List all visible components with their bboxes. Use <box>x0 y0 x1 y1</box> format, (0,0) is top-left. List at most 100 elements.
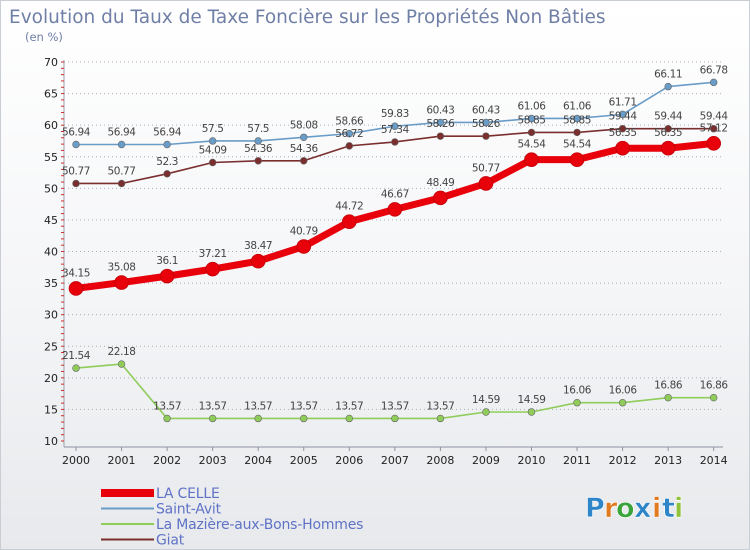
data-label: 21.54 <box>62 350 91 362</box>
data-point <box>618 399 627 407</box>
data-point <box>436 414 445 423</box>
data-point <box>569 152 585 167</box>
data-point <box>482 408 490 416</box>
y-tick-label: 35 <box>44 277 58 290</box>
legend-label: LA CELLE <box>156 486 220 502</box>
data-label: 61.06 <box>517 100 546 112</box>
data-label: 46.67 <box>381 188 409 200</box>
data-point <box>436 132 445 140</box>
data-point <box>345 129 353 138</box>
data-point <box>208 158 217 167</box>
data-point <box>387 202 403 217</box>
data-label: 13.57 <box>335 400 363 412</box>
data-label: 60.43 <box>426 104 454 116</box>
data-point <box>72 179 80 188</box>
data-point <box>117 179 126 188</box>
legend-label: La Mazière-aux-Bons-Hommes <box>156 517 363 533</box>
data-label: 60.43 <box>472 104 500 116</box>
x-tick-label: 2001 <box>108 454 136 467</box>
data-label: 57.5 <box>247 123 269 135</box>
data-label: 59.44 <box>609 111 638 123</box>
data-point <box>117 140 126 149</box>
data-point <box>68 281 84 296</box>
data-label: 52.3 <box>156 156 178 168</box>
data-label: 14.59 <box>472 394 500 406</box>
data-point <box>163 414 171 423</box>
data-label: 14.59 <box>517 394 545 406</box>
data-label: 36.1 <box>156 255 178 267</box>
data-label: 58.26 <box>426 118 455 130</box>
data-label: 61.06 <box>563 100 592 112</box>
x-tick-label: 2011 <box>563 454 591 467</box>
data-point <box>300 133 308 141</box>
data-point <box>159 268 175 284</box>
data-point <box>345 414 353 423</box>
y-tick-label: 20 <box>44 372 58 385</box>
data-point <box>114 275 129 290</box>
logo-letter: r <box>604 493 618 524</box>
y-tick-label: 40 <box>44 246 58 259</box>
data-label: 40.79 <box>290 226 318 238</box>
data-label: 13.57 <box>426 400 454 412</box>
data-point <box>527 128 536 137</box>
data-point <box>660 140 676 156</box>
y-tick-label: 60 <box>44 119 58 132</box>
x-tick-label: 2005 <box>290 454 318 467</box>
axes: 10 15 20 25 30 35 40 45 50 55 60 65 70 2000 2001 2002 20… <box>44 56 728 467</box>
data-point <box>391 138 399 146</box>
data-point <box>296 239 312 254</box>
x-tick-label: 2004 <box>244 454 272 467</box>
data-point <box>482 132 490 140</box>
data-label: 56.94 <box>153 126 182 138</box>
data-point <box>345 142 353 150</box>
data-label: 16.86 <box>700 380 729 392</box>
data-label: 50.77 <box>108 165 136 177</box>
data-point <box>117 360 126 368</box>
data-label: 56.35 <box>609 127 637 139</box>
data-label: 54.09 <box>199 144 227 156</box>
data-point <box>163 140 171 149</box>
data-label: 16.06 <box>563 385 592 397</box>
data-label: 56.72 <box>335 128 363 140</box>
data-point <box>250 253 266 269</box>
data-label: 13.57 <box>290 400 318 412</box>
data-label: 66.78 <box>700 64 728 76</box>
data-point <box>391 122 399 130</box>
y-axis-unit-label: (en %) <box>25 30 63 44</box>
data-label: 54.54 <box>563 139 592 151</box>
data-label: 57.12 <box>700 122 728 134</box>
data-label: 59.44 <box>654 111 683 123</box>
legend-label: Giat <box>156 533 185 549</box>
data-label: 59.83 <box>381 108 409 120</box>
data-point <box>482 118 490 127</box>
logo-letter: x <box>634 493 651 524</box>
data-point <box>709 125 718 133</box>
data-label: 48.49 <box>426 177 454 189</box>
data-point <box>254 414 262 423</box>
logo-letter: t <box>662 493 675 524</box>
data-label: 16.86 <box>654 380 683 392</box>
x-tick-label: 2003 <box>199 454 227 467</box>
data-point <box>527 114 536 123</box>
y-tick-label: 55 <box>44 151 58 164</box>
data-label: 13.57 <box>244 400 272 412</box>
data-label: 16.06 <box>609 385 638 397</box>
y-tick-label: 15 <box>44 403 58 416</box>
y-tick-label: 10 <box>44 435 58 448</box>
data-label: 37.21 <box>199 248 227 260</box>
data-point <box>254 137 262 145</box>
data-point <box>709 78 718 87</box>
x-tick-label: 2000 <box>62 454 90 467</box>
logo-letter: o <box>616 493 635 524</box>
data-point <box>664 82 672 91</box>
x-tick-label: 2007 <box>381 454 409 467</box>
data-label: 13.57 <box>381 400 409 412</box>
data-label: 50.77 <box>472 162 500 174</box>
data-point <box>433 190 448 206</box>
data-point <box>573 128 581 137</box>
y-tick-label: 45 <box>44 214 58 227</box>
data-label: 38.47 <box>244 240 272 252</box>
data-label: 57.34 <box>381 124 410 136</box>
data-label: 50.77 <box>62 165 90 177</box>
data-label: 56.94 <box>62 126 91 138</box>
